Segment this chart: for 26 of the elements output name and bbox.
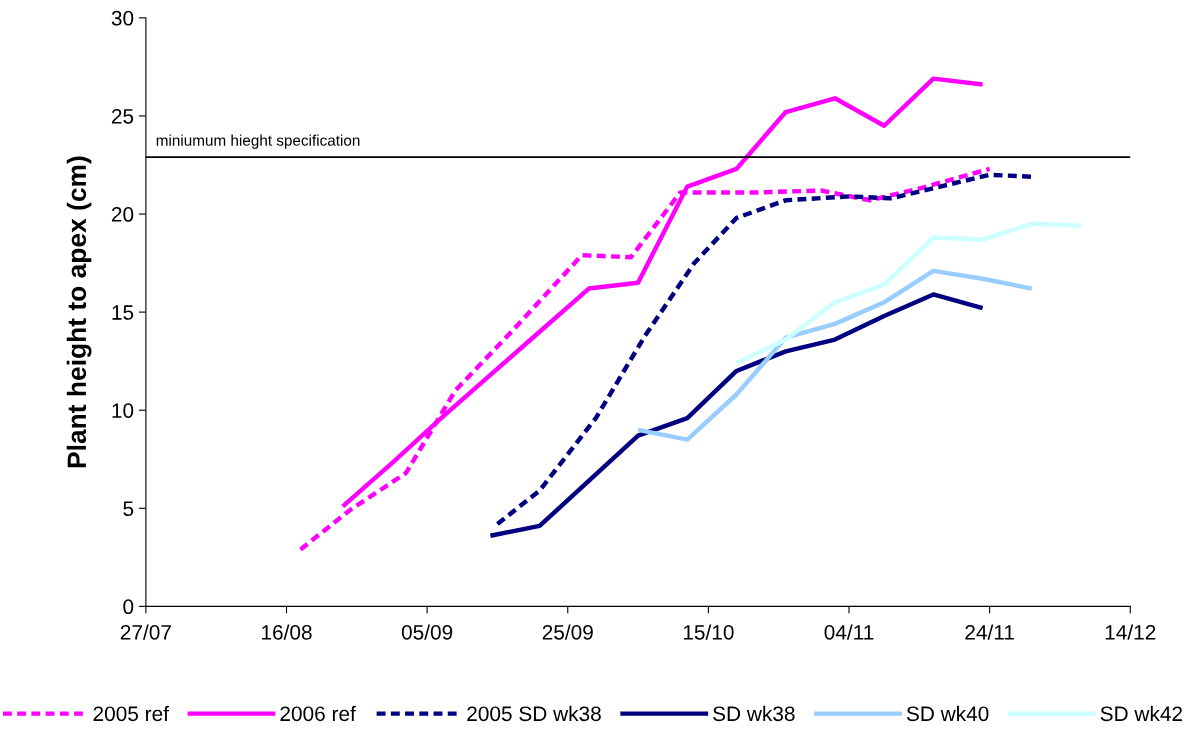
y-tick-label: 5 (123, 501, 134, 517)
line-series (734, 221, 1084, 366)
legend-label: 2005 ref (93, 705, 169, 722)
y-tick-label: 10 (112, 403, 134, 418)
legend-label: SD wk40 (906, 705, 989, 722)
y-tick-label: 30 (111, 10, 134, 26)
legend-label: SD wk38 (713, 705, 795, 722)
line-series (635, 268, 1035, 442)
line-series (488, 292, 985, 538)
x-tick-label: 04/11 (824, 624, 874, 640)
ref-line-label: miniumum hieght specification (156, 134, 360, 149)
y-tick-label: 25 (111, 108, 134, 124)
x-tick-label: 27/07 (120, 624, 171, 640)
x-tick-label: 16/08 (262, 624, 312, 640)
legend-label: 2005 SD wk38 (467, 705, 601, 722)
x-tick-label: 24/11 (965, 624, 1014, 640)
legend-label: SD wk42 (1100, 705, 1183, 722)
y-tick-label: 15 (112, 305, 134, 320)
legend-label: 2006 ref (280, 705, 356, 722)
x-tick-label: 05/09 (401, 624, 453, 640)
y-tick-label: 0 (123, 599, 134, 615)
x-tick-label: 14/12 (1105, 624, 1156, 640)
x-tick-label: 25/09 (542, 624, 593, 640)
y-tick-label: 20 (111, 207, 134, 222)
y-axis-title: Plant height to apex (cm) (66, 156, 92, 468)
x-tick-label: 15/10 (683, 624, 734, 640)
